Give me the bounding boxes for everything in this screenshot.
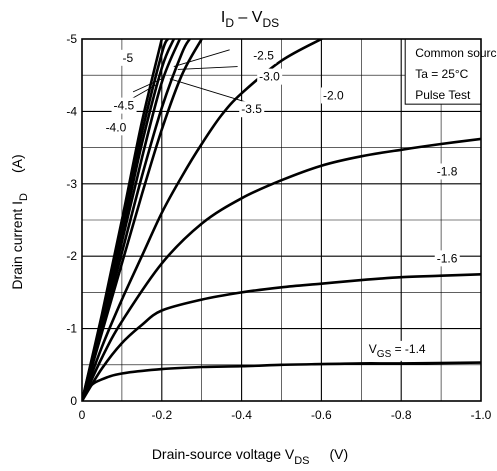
curve-label-bg [434,163,460,180]
x-tick-label: 0 [79,408,86,422]
curve-vgs-m1p4 [82,361,481,401]
y-tick-label: -1 [66,322,77,336]
curve-label-group: -1.6 [434,250,460,267]
curve-vgs-m1p6 [82,273,481,401]
legend-box: Common source Ta = 25°C Pulse Test [404,38,497,105]
curve-label-bg [321,87,347,104]
curve-label: -3.0 [259,70,280,84]
curve-label-group: -2.0 [321,87,347,104]
curve-label: VGS = -1.4 [369,342,426,360]
leader-line [173,49,230,67]
x-tick-label: -0.2 [151,408,172,422]
curve-label-bg [120,49,136,66]
curve-label-bg [251,47,277,64]
curve-label-bg [111,97,137,114]
curve-label-group: -2.5 [251,47,277,64]
curve-label: -5 [123,51,134,65]
curve-label-bg [434,250,460,267]
curve-vgs-m5 [82,39,164,401]
legend-line-temperature: Ta = 25°C [415,67,468,81]
curve-label-group: -4.0 [103,119,129,136]
y-tick-label: -4 [66,104,77,118]
curve-label-bg [103,119,129,136]
curve-label-group: -4.5 [111,97,137,114]
curve-labels: -5 -4.5 -4.0 -2.5 -3.0 -3.5 -2.0 -1.8 -1.6 VGS = … [103,47,460,361]
curve-vgs-m2p0 [82,39,323,401]
x-axis-label: Drain-source voltage VDS (V) [152,446,348,467]
x-tick-label: -1.0 [471,408,492,422]
leader-line [177,66,238,70]
curve-label-group: -3.0 [257,68,283,85]
x-tick-label: -0.4 [231,408,252,422]
y-tick-label: -2 [66,249,77,263]
curve-label: -4.0 [106,120,127,134]
legend-line-pulse-test: Pulse Test [415,88,471,102]
chart-title: ID – VDS [221,9,279,30]
y-axis-label: Drain current ID(A) [9,154,30,289]
legend-line-common-source: Common source [415,46,497,60]
leader-lines [112,49,246,110]
curve-label: -2.5 [253,49,274,63]
curve-label: -4.5 [114,99,135,113]
leader-line [169,78,246,103]
curve-label: -1.6 [437,251,458,265]
curve-label-bg [257,68,283,85]
curve-label: -1.8 [437,164,458,178]
curve-label: -3.5 [241,102,262,116]
y-tick-label: 0 [70,394,77,408]
curve-label-bg [239,101,265,118]
curve-vgs-m1p8 [82,137,481,401]
curve-label-group: -1.8 [434,163,460,180]
leader-line [132,78,162,93]
curve-label: -2.0 [323,88,344,102]
x-tick-label: -0.6 [311,408,332,422]
y-tick-label: -3 [66,177,77,191]
curve-label-bg [366,340,428,361]
curves [82,39,481,401]
tick-labels: 0 -0.2 -0.4 -0.6 -0.8 -1.0 0 -1 -2 -3 -4 -5 [66,32,491,422]
curve-label-group: -5 [120,49,136,66]
x-tick-label: -0.8 [391,408,412,422]
curve-label-group: -3.5 [239,101,265,118]
plot-frame [81,38,482,402]
y-tick-label: -5 [66,32,77,46]
curve-label-group: VGS = -1.4 [366,340,428,361]
